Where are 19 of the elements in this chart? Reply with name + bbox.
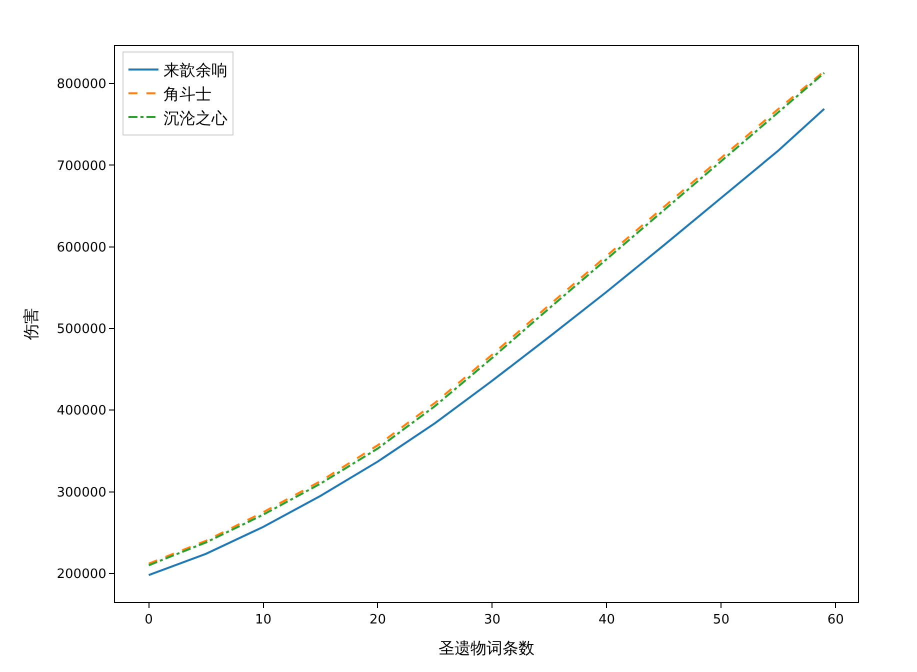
x-tick-label: 60 [827,612,844,628]
y-tick-label: 500000 [56,322,106,338]
y-tick-label: 800000 [56,77,106,92]
y-tick-label: 600000 [56,240,106,256]
x-tick-label: 30 [484,612,500,628]
x-tick-label: 20 [369,612,386,628]
x-axis-title: 圣遗物词条数 [438,638,534,658]
x-tick-label: 0 [144,612,153,628]
y-tick-label: 300000 [56,485,106,500]
y-tick-label: 200000 [56,566,106,582]
legend-label: 来歆余响 [163,60,228,80]
legend-label: 角斗士 [163,84,212,104]
x-tick-label: 10 [254,612,272,628]
y-tick-label: 700000 [56,158,106,174]
y-tick-label: 400000 [56,404,106,419]
x-tick-label: 50 [712,612,730,628]
legend-label: 沉沦之心 [163,108,228,128]
x-tick-label: 40 [598,612,615,628]
y-axis-title: 伤害 [22,308,41,340]
